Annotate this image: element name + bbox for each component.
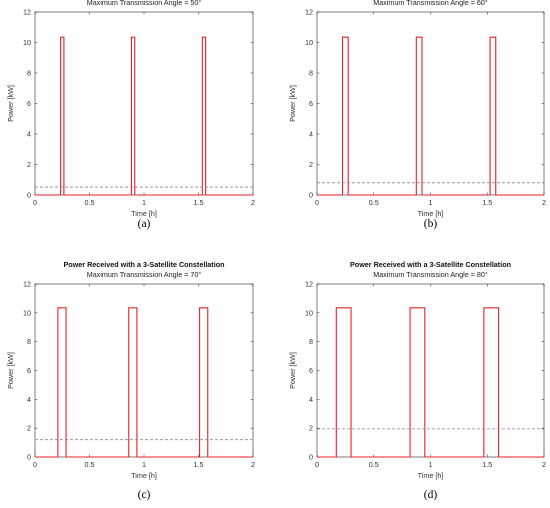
- x-tick-label: 0.5: [369, 460, 379, 469]
- y-tick-label: 2: [309, 424, 313, 433]
- y-tick-label: 8: [309, 337, 313, 346]
- x-tick-label: 1.5: [482, 460, 492, 469]
- y-tick-label: 4: [309, 395, 313, 404]
- x-tick-label: 0: [315, 460, 319, 469]
- x-tick-label: 0.5: [85, 460, 95, 469]
- chart-subtitle: Maximum Transmission Angle = 80°: [373, 270, 488, 279]
- panel-caption: (c): [138, 489, 151, 501]
- y-tick-label: 10: [23, 38, 31, 47]
- plot-area: [34, 11, 254, 196]
- y-tick-label: 4: [27, 395, 31, 404]
- x-axis-label: Time [h]: [131, 471, 157, 480]
- x-axis-label: Time [h]: [131, 209, 157, 218]
- y-axis-label: Power [kW]: [6, 352, 15, 389]
- y-tick-label: 8: [309, 69, 313, 78]
- chart-subtitle: Maximum Transmission Angle = 50°: [87, 0, 202, 7]
- x-tick-label: 1.5: [194, 198, 204, 207]
- x-tick-label: 1.5: [194, 460, 204, 469]
- y-tick-label: 12: [23, 280, 31, 289]
- power-series-line: [317, 36, 544, 196]
- power-series-line: [35, 36, 253, 196]
- y-tick-label: 12: [305, 8, 313, 17]
- x-tick-label: 0: [33, 198, 37, 207]
- x-tick-label: 1: [429, 198, 433, 207]
- x-tick-label: 2: [542, 460, 546, 469]
- chart-title: Power Received with a 3-Satellite Conste…: [64, 260, 225, 269]
- x-axis-label: Time [h]: [418, 209, 444, 218]
- y-tick-label: 6: [27, 366, 31, 375]
- y-tick-label: 12: [305, 280, 313, 289]
- y-tick-label: 2: [27, 424, 31, 433]
- panel-caption: (b): [424, 218, 438, 230]
- x-tick-label: 1.5: [482, 198, 492, 207]
- y-tick-label: 12: [23, 8, 31, 17]
- y-tick-label: 10: [305, 308, 313, 317]
- x-tick-label: 0.5: [369, 198, 379, 207]
- y-axis-label: Power [kW]: [288, 85, 297, 122]
- chart-panel-1: Power Received with a 3-Satellite Conste…: [6, 0, 255, 230]
- y-tick-label: 8: [27, 69, 31, 78]
- y-tick-label: 6: [309, 366, 313, 375]
- x-axis-label: Time [h]: [418, 471, 444, 480]
- y-tick-label: 6: [27, 99, 31, 108]
- plot-area: [316, 11, 545, 196]
- panel-caption: (d): [424, 489, 438, 501]
- x-tick-label: 2: [251, 198, 255, 207]
- x-tick-label: 1: [142, 198, 146, 207]
- x-tick-label: 1: [429, 460, 433, 469]
- x-tick-label: 2: [251, 460, 255, 469]
- y-tick-label: 0: [27, 453, 31, 462]
- y-tick-label: 0: [27, 191, 31, 200]
- y-tick-label: 4: [27, 130, 31, 139]
- y-tick-label: 2: [27, 160, 31, 169]
- y-axis-label: Power [kW]: [6, 85, 15, 122]
- x-tick-label: 0.5: [85, 198, 95, 207]
- plot-area: [34, 283, 254, 458]
- chart-panel-2: Power Received with a 3-Satellite Conste…: [288, 0, 546, 230]
- y-tick-label: 2: [309, 160, 313, 169]
- y-axis-label: Power [kW]: [288, 352, 297, 389]
- x-tick-label: 0: [33, 460, 37, 469]
- panel-caption: (a): [138, 218, 151, 230]
- y-tick-label: 8: [27, 337, 31, 346]
- chart-title: Power Received with a 3-Satellite Conste…: [350, 260, 511, 269]
- plot-area: [316, 283, 545, 458]
- y-tick-label: 4: [309, 130, 313, 139]
- power-series-line: [35, 307, 253, 458]
- chart-subtitle: Maximum Transmission Angle = 70°: [87, 270, 202, 279]
- power-series-line: [317, 307, 544, 458]
- y-tick-label: 10: [305, 38, 313, 47]
- x-tick-label: 2: [542, 198, 546, 207]
- y-tick-label: 0: [309, 191, 313, 200]
- chart-panel-4: Power Received with a 3-Satellite Conste…: [288, 260, 546, 501]
- x-tick-label: 0: [315, 198, 319, 207]
- chart-panel-3: Power Received with a 3-Satellite Conste…: [6, 260, 255, 501]
- chart-subtitle: Maximum Transmission Angle = 60°: [373, 0, 488, 7]
- y-tick-label: 6: [309, 99, 313, 108]
- y-tick-label: 10: [23, 308, 31, 317]
- x-tick-label: 1: [142, 460, 146, 469]
- y-tick-label: 0: [309, 453, 313, 462]
